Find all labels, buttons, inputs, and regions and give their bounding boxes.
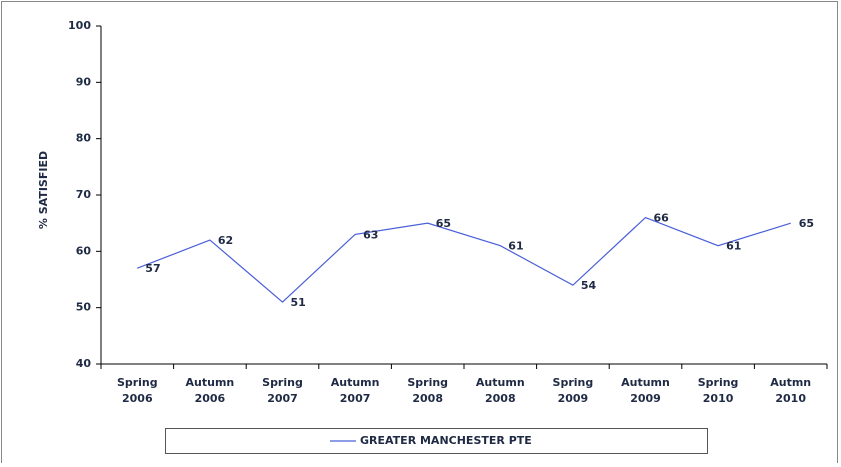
y-axis-label: % SATISFIED (37, 151, 50, 229)
y-tick-label: 40 (76, 357, 92, 370)
y-tick-label: 70 (76, 188, 92, 201)
y-tick-label: 90 (76, 75, 92, 88)
x-tick-label: Spring 2007 (262, 376, 303, 405)
x-tick-label: Autumn 2007 (331, 376, 380, 405)
data-label: 66 (654, 212, 670, 225)
data-label: 63 (363, 228, 378, 241)
line-series (137, 216, 791, 303)
data-label: 65 (436, 217, 451, 230)
y-tick-label: 80 (76, 132, 92, 145)
x-tick-label: Spring 2008 (407, 376, 448, 405)
legend-label: GREATER MANCHESTER PTE (360, 434, 532, 447)
x-tick-label: Autumn 2006 (186, 376, 235, 405)
x-tick-label: Spring 2006 (117, 376, 158, 405)
data-label: 65 (799, 217, 814, 230)
x-tick-label: Spring 2010 (698, 376, 739, 405)
data-label: 62 (218, 234, 233, 247)
x-tick-label: Autumn 2009 (621, 376, 670, 405)
x-tick-label: Autumn 2008 (476, 376, 525, 405)
data-label: 61 (726, 240, 741, 253)
x-tick-label: Spring 2009 (553, 376, 594, 405)
data-label: 51 (291, 296, 306, 309)
x-tick-label: Autmn 2010 (770, 376, 811, 405)
data-label: 57 (145, 262, 160, 275)
y-tick-label: 60 (76, 244, 92, 257)
data-label: 61 (508, 240, 523, 253)
y-tick-label: 50 (76, 301, 92, 314)
legend-box (165, 428, 708, 454)
data-label: 54 (581, 279, 597, 292)
y-tick-label: 100 (68, 19, 91, 32)
